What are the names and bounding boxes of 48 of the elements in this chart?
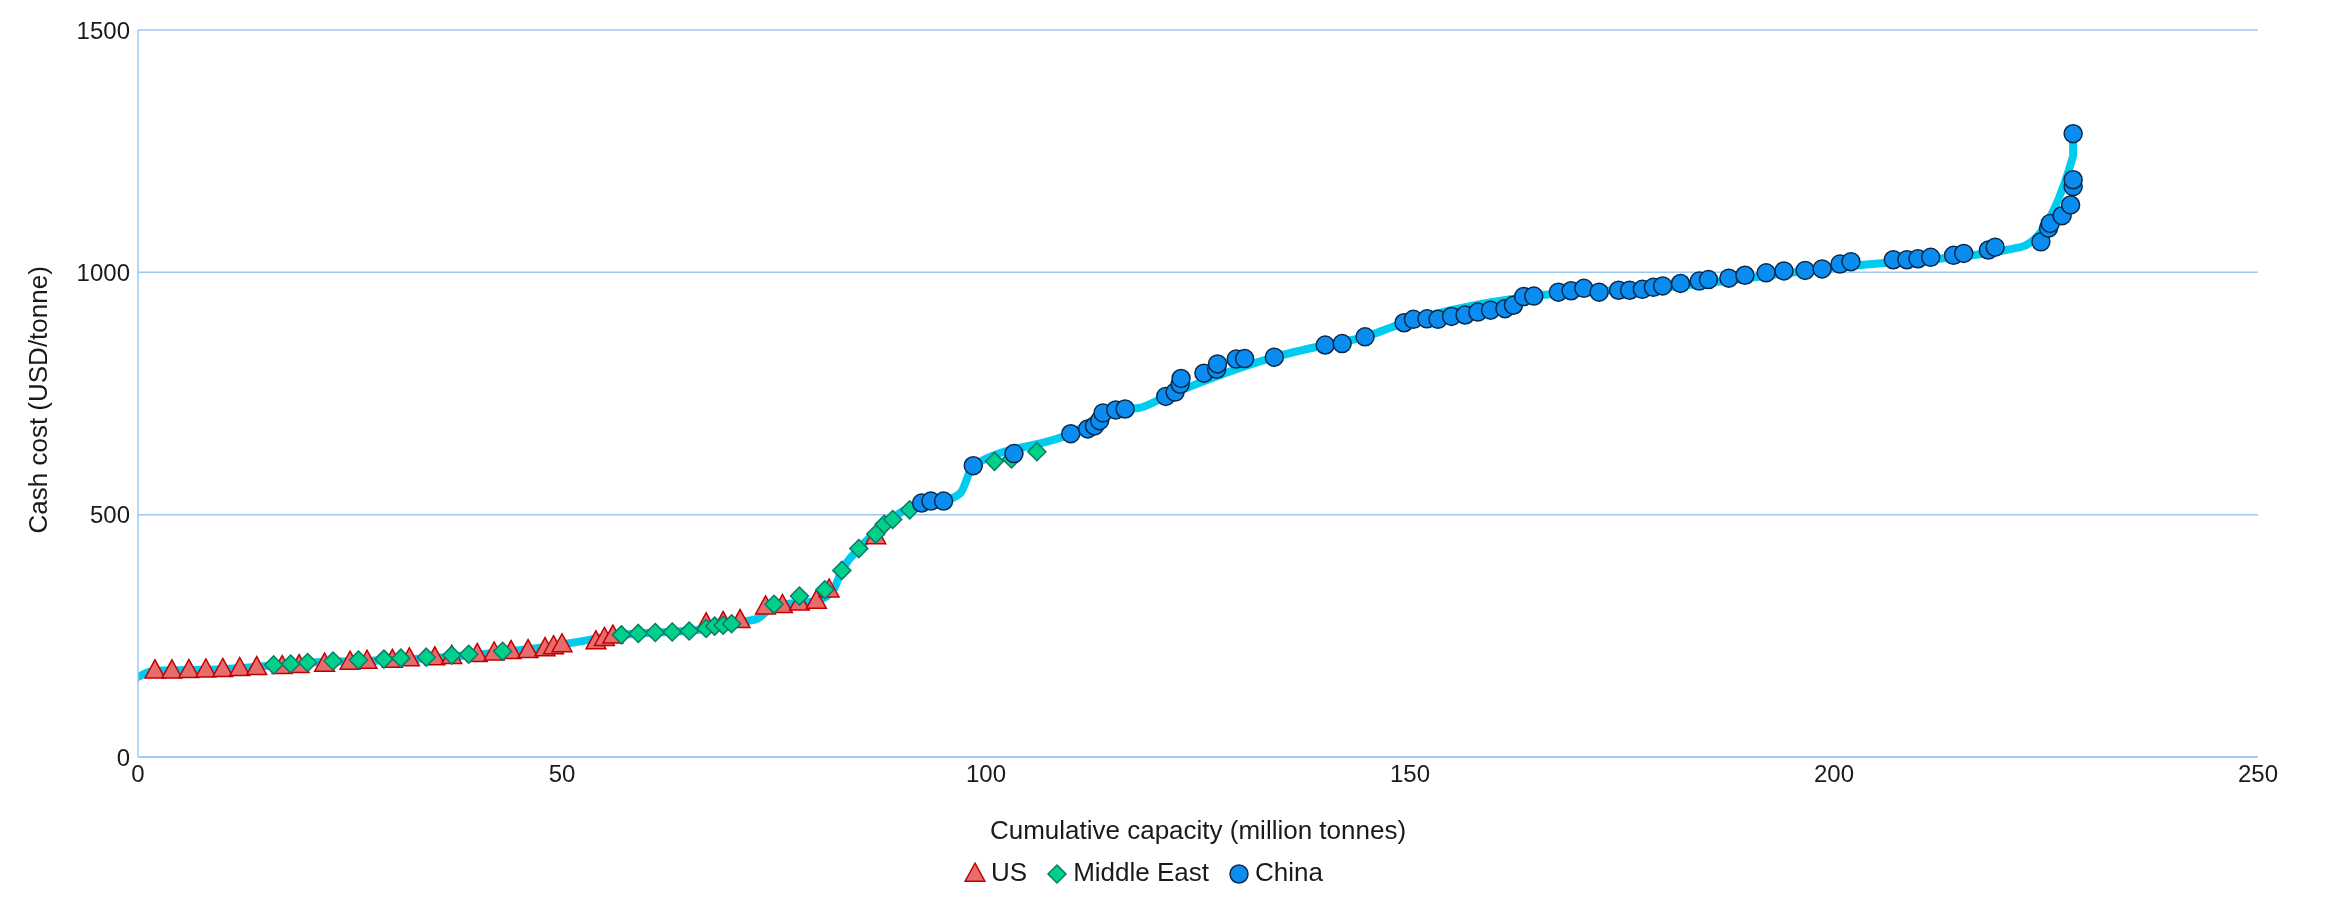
point xyxy=(551,633,573,653)
point xyxy=(721,613,742,634)
point xyxy=(280,654,301,674)
legend-label: Middle East xyxy=(1073,857,1210,888)
x-tick-label: 200 xyxy=(1813,760,1855,788)
point xyxy=(161,659,183,679)
point xyxy=(263,655,284,675)
point xyxy=(212,657,234,678)
point xyxy=(764,594,784,615)
point xyxy=(178,658,200,679)
point xyxy=(297,652,318,673)
x-tick-label: 250 xyxy=(2237,760,2279,788)
point xyxy=(195,658,217,678)
point xyxy=(348,650,369,670)
y-tick-label: 500 xyxy=(89,501,130,529)
point xyxy=(611,625,632,645)
x-tick-label: 150 xyxy=(1389,760,1431,788)
point xyxy=(645,622,666,643)
point xyxy=(984,451,1005,472)
point xyxy=(628,623,649,644)
point xyxy=(849,538,869,559)
point xyxy=(144,659,166,679)
x-tick-label: 100 xyxy=(965,760,1007,788)
point xyxy=(458,644,479,664)
y-tick-label: 1000 xyxy=(76,258,130,286)
point xyxy=(246,655,268,676)
point xyxy=(679,621,699,641)
point xyxy=(391,648,411,668)
y-tick-label: 0 xyxy=(116,743,130,771)
legend-label: China xyxy=(1255,857,1323,888)
point xyxy=(882,509,903,530)
point xyxy=(323,651,343,671)
y-tick-label: 1500 xyxy=(76,16,130,44)
point xyxy=(815,580,835,600)
x-axis-title: Cumulative capacity (million tonnes) xyxy=(989,815,1407,845)
point xyxy=(805,589,828,609)
point xyxy=(832,560,852,581)
point xyxy=(517,638,539,659)
point xyxy=(789,586,810,606)
point xyxy=(374,649,394,669)
y-axis-title: Cash cost (USD/tonne) xyxy=(23,266,54,534)
point xyxy=(662,622,682,642)
legend-label: US xyxy=(991,857,1028,888)
point xyxy=(1027,441,1047,462)
x-tick-label: 50 xyxy=(548,760,576,788)
point xyxy=(229,656,251,677)
point xyxy=(416,647,437,667)
point xyxy=(492,641,513,662)
